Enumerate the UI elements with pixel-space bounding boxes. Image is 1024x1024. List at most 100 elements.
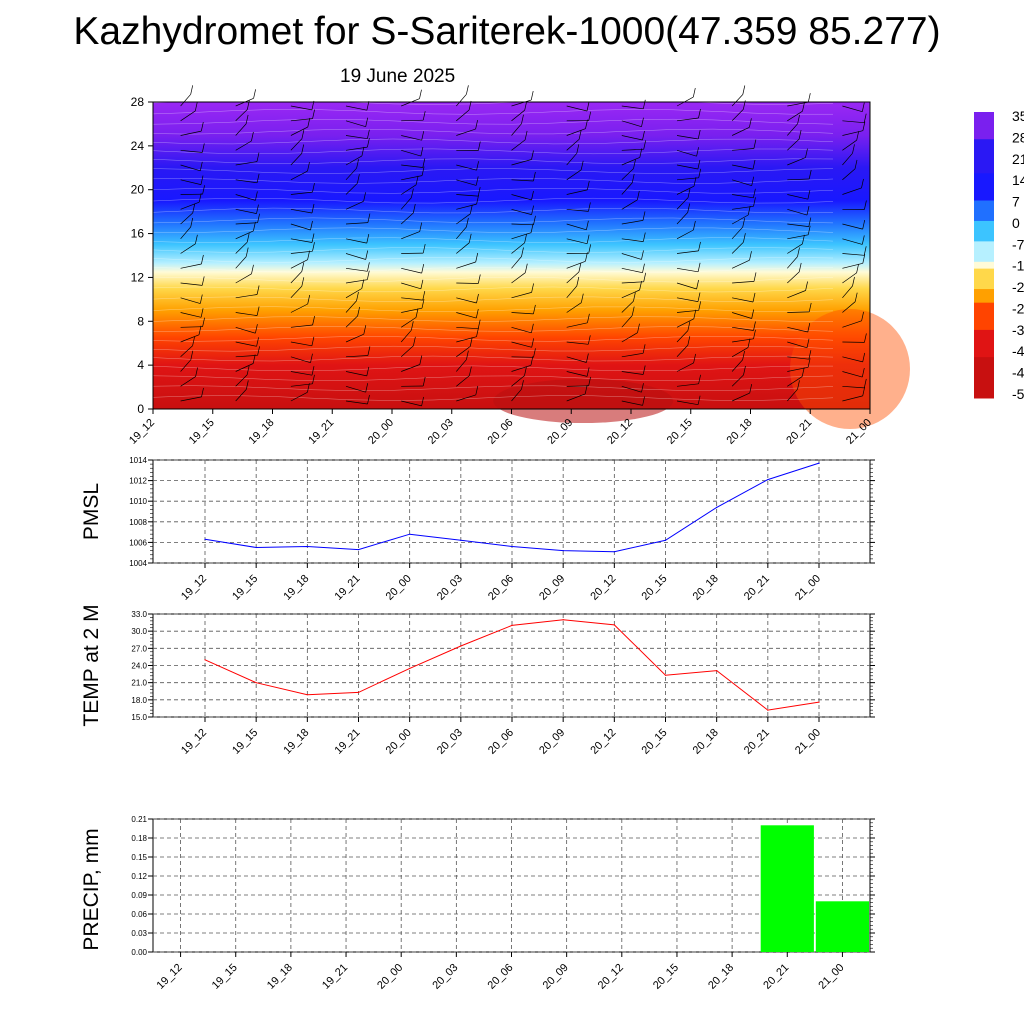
- wind-barb-flag: [797, 380, 800, 390]
- wind-barb: [621, 267, 643, 274]
- wind-barb-flag: [477, 319, 481, 329]
- wind-barb: [180, 359, 192, 372]
- contour-line: [152, 217, 834, 224]
- wind-barb: [787, 243, 803, 254]
- wind-barb-flag: [420, 147, 424, 157]
- wind-barb-flag: [586, 353, 589, 363]
- wind-barb-flag: [252, 354, 256, 364]
- wind-barb-flag: [361, 146, 365, 156]
- wind-barb-flag: [198, 325, 202, 335]
- wind-barb: [511, 109, 525, 122]
- y-tick-label: 4: [137, 358, 144, 372]
- wind-barb: [566, 271, 580, 284]
- wind-barb-flag: [469, 337, 473, 347]
- data-point: [204, 659, 206, 661]
- wind-barb: [235, 326, 256, 334]
- data-point: [562, 619, 564, 621]
- wind-barb: [787, 290, 806, 299]
- wind-barb: [345, 385, 366, 393]
- wind-barb: [401, 317, 417, 328]
- y-tick-label: 0: [137, 402, 144, 416]
- contour-line: [152, 237, 834, 243]
- wind-barb-flag: [476, 327, 479, 337]
- wind-barb-flag: [641, 117, 644, 127]
- wind-barb: [290, 391, 308, 402]
- wind-barb: [731, 241, 744, 254]
- wind-barb-flag: [863, 246, 867, 256]
- wind-barb: [290, 138, 303, 151]
- wind-barb-flag: [356, 159, 359, 169]
- wind-barb-flag: [477, 274, 481, 284]
- x-tick-label: 20_15: [640, 573, 670, 603]
- x-tick-label: 19_12: [179, 727, 209, 757]
- y-tick-label: 1006: [129, 538, 147, 547]
- contour-line: [152, 336, 834, 342]
- wind-barb-flag: [633, 292, 636, 302]
- wind-barb-flag: [864, 333, 867, 343]
- wind-barb-flag: [245, 114, 249, 124]
- wind-barb-flag: [199, 161, 203, 171]
- wind-barb-flag: [751, 309, 755, 319]
- wind-barb: [290, 356, 311, 364]
- wind-barb-flag: [636, 190, 640, 200]
- wind-barb: [566, 189, 588, 195]
- wind-barb: [731, 94, 744, 107]
- wind-barb-flag: [585, 252, 588, 262]
- wind-barb-flag: [200, 122, 204, 132]
- wind-barb-flag: [357, 174, 360, 184]
- wind-barb-flag: [307, 383, 310, 393]
- wind-barb-flag: [524, 263, 528, 273]
- wind-barb: [732, 205, 754, 210]
- wind-barb-flag: [521, 247, 524, 257]
- wind-barb: [345, 135, 368, 140]
- wind-barb: [511, 388, 522, 402]
- y-axis-label: TEMP at 2 M: [80, 604, 103, 726]
- wind-barb: [842, 187, 862, 195]
- x-tick-label: 19_21: [333, 727, 363, 757]
- wind-barb: [180, 212, 193, 225]
- contour-line: [152, 375, 834, 382]
- wind-barb-flag: [530, 91, 534, 101]
- wind-barb: [732, 148, 754, 151]
- x-tick-label: 20_03: [435, 727, 465, 757]
- y-tick-label: 0.00: [131, 948, 147, 957]
- wind-barb: [401, 149, 421, 157]
- contour-line: [152, 99, 834, 105]
- wind-barb-flag: [588, 111, 592, 121]
- wind-barb-flag: [807, 190, 811, 200]
- wind-barb-flag: [466, 217, 469, 228]
- wind-barb: [345, 267, 368, 272]
- y-tick-label: 24: [131, 139, 145, 153]
- wind-barb: [676, 149, 697, 157]
- wind-barb-flag: [419, 355, 423, 365]
- x-tick-label: 19_15: [210, 962, 240, 992]
- wind-barb: [235, 294, 258, 299]
- y-tick-label: 1004: [129, 559, 147, 568]
- wind-barb: [511, 326, 532, 334]
- colorbar-band: [974, 302, 994, 310]
- panel-frame: [152, 459, 871, 564]
- wind-barb-flag: [856, 263, 859, 273]
- x-tick-label: 20_00: [366, 417, 396, 447]
- wind-barb: [290, 303, 308, 313]
- wind-barb-flag: [807, 358, 811, 368]
- wind-barb: [401, 267, 422, 274]
- wind-barb-flag: [524, 233, 527, 243]
- wind-barb-flag: [311, 336, 315, 346]
- wind-barb-flag: [578, 262, 582, 273]
- wind-barb-flag: [856, 131, 860, 141]
- wind-barb-flag: [862, 352, 866, 362]
- wind-barb-flag: [475, 309, 479, 319]
- colorbar-band: [974, 363, 994, 372]
- y-tick-label: 16: [131, 227, 145, 241]
- contour-line: [152, 178, 834, 184]
- wind-barb: [511, 256, 522, 269]
- y-tick-label: 27.0: [131, 644, 147, 653]
- wind-barb-flag: [854, 159, 858, 169]
- wind-barb-flag: [861, 102, 865, 112]
- wind-barb-flag: [805, 148, 808, 158]
- colorbar-band: [974, 316, 994, 324]
- colorbar-band: [974, 220, 994, 229]
- colorbar-band: [974, 255, 994, 263]
- wind-barb: [456, 203, 477, 210]
